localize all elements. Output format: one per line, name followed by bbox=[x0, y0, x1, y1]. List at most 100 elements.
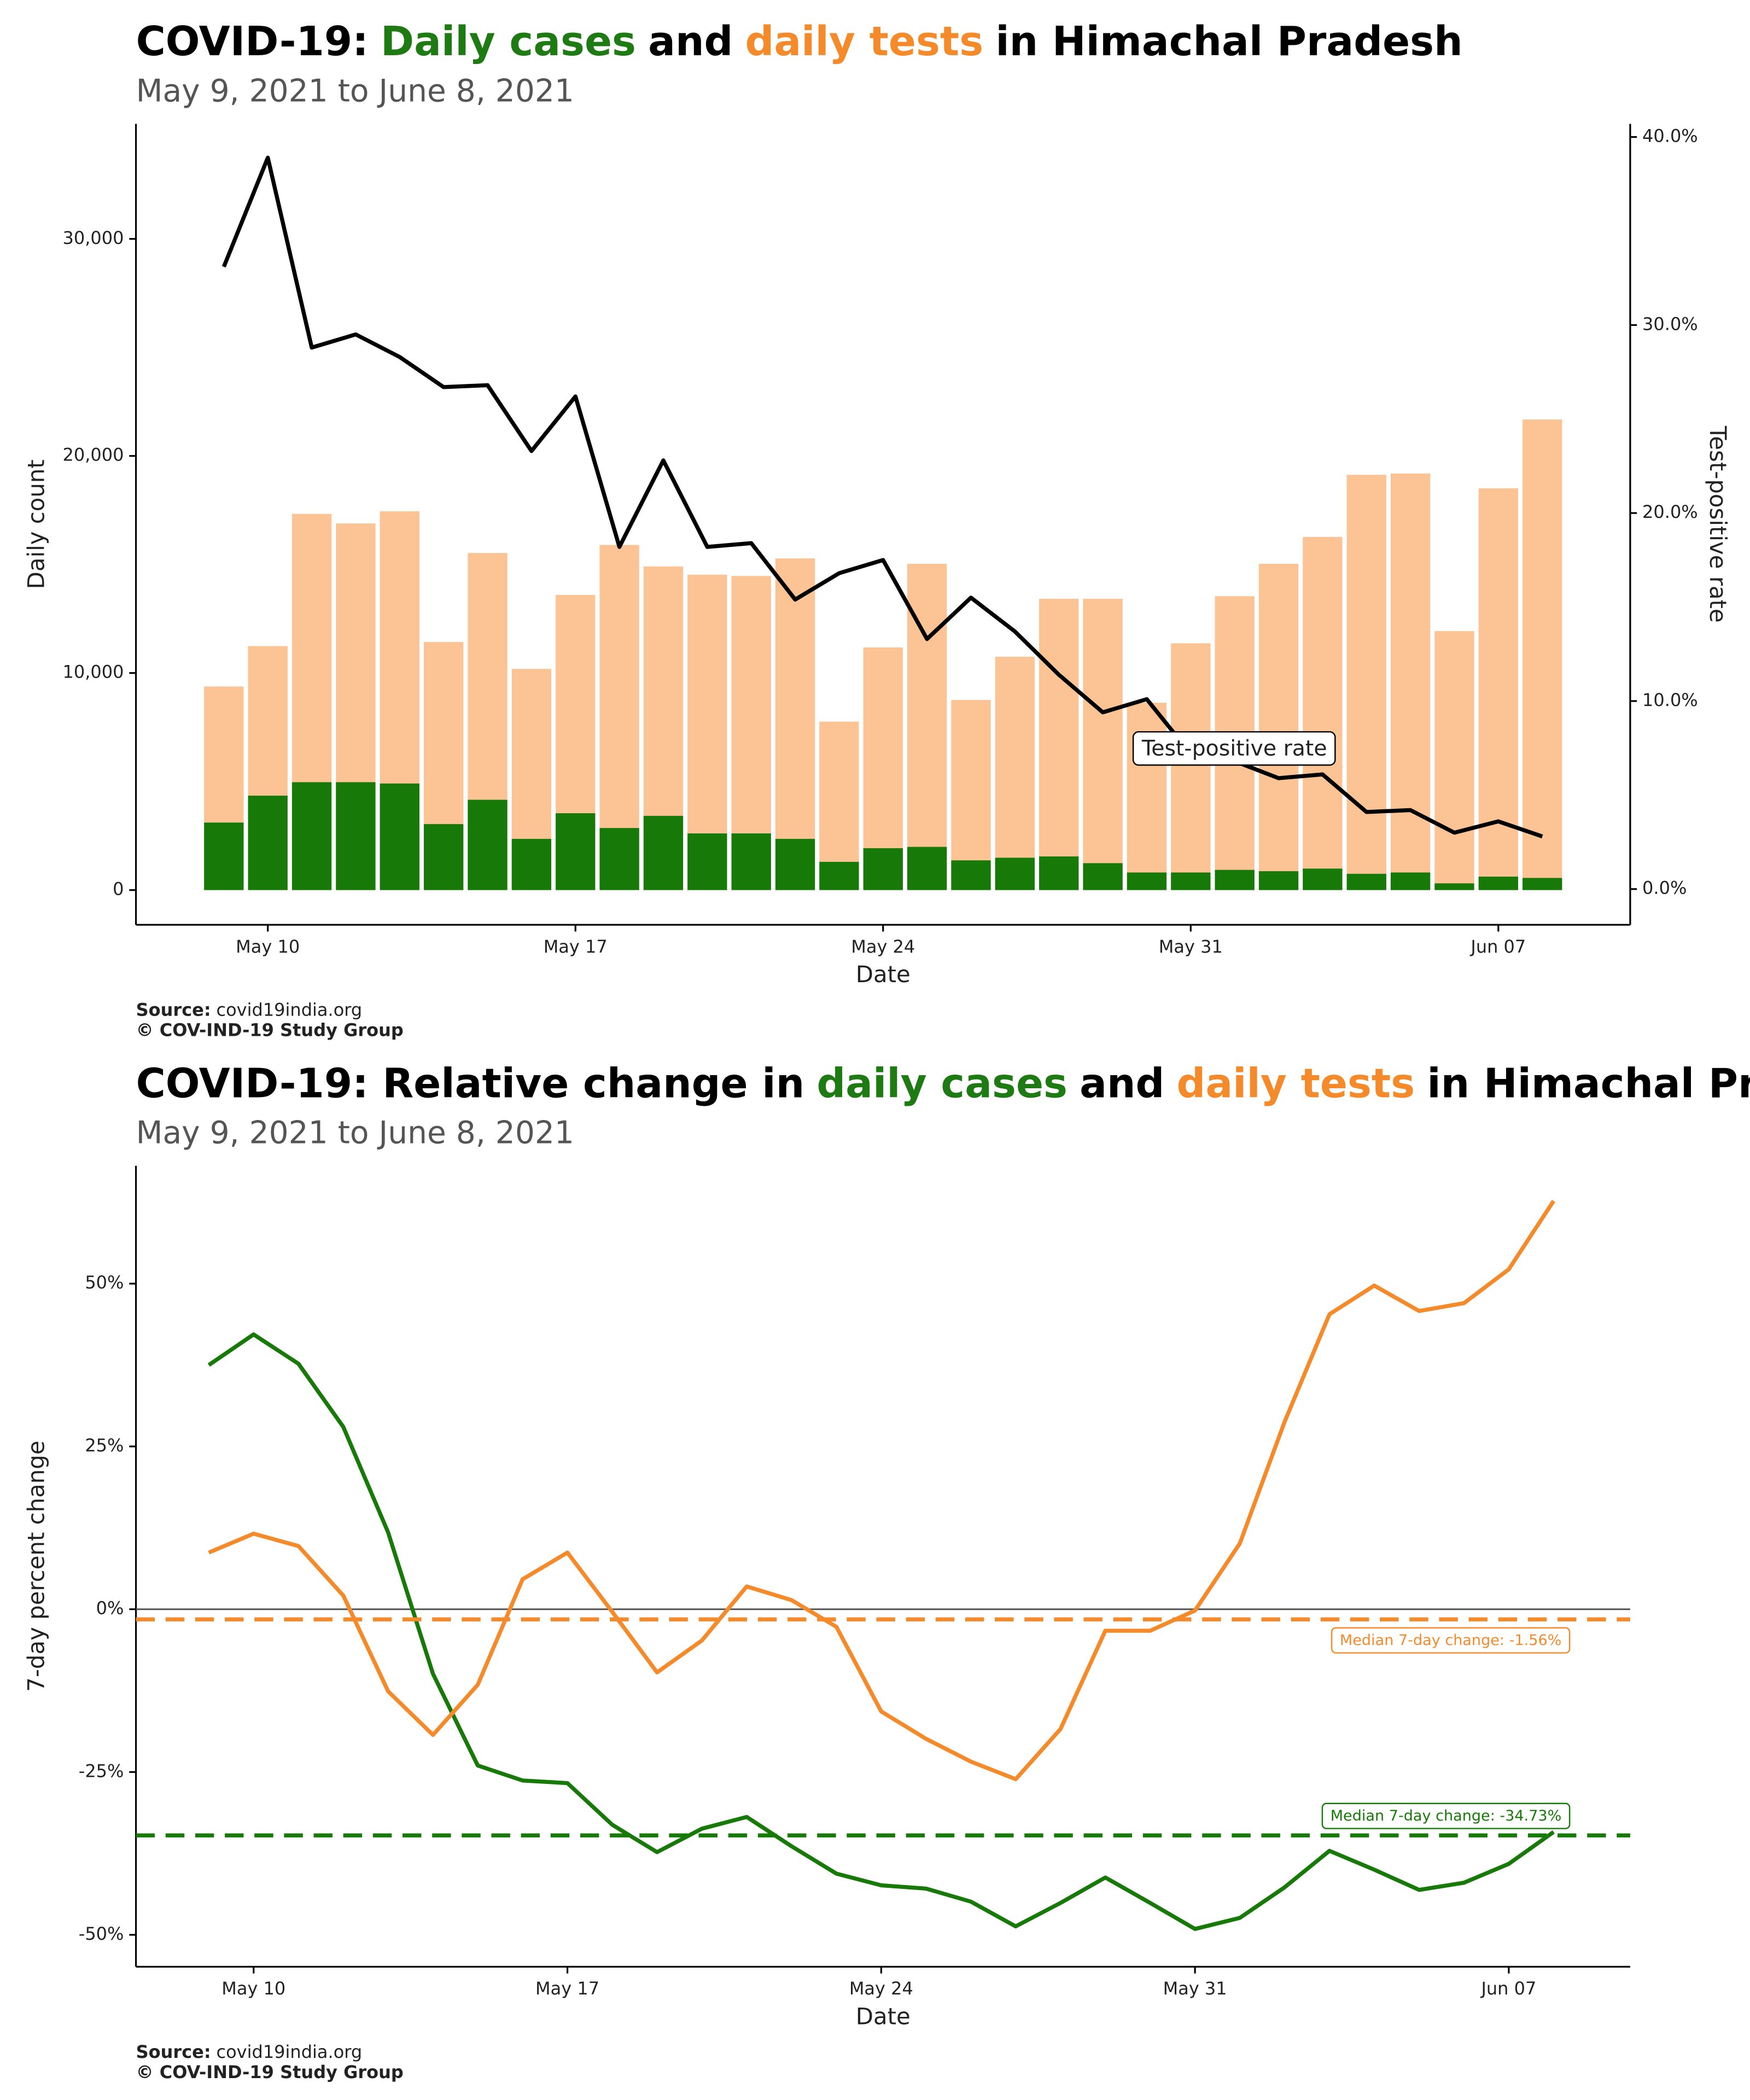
x-tick-label: Jun 07 bbox=[1469, 936, 1526, 957]
y2-tick-label: 0.0% bbox=[1642, 878, 1687, 899]
bar bbox=[687, 833, 727, 890]
x-tick-label: May 24 bbox=[851, 936, 915, 957]
title-part: Daily cases bbox=[381, 18, 636, 65]
bar bbox=[995, 656, 1035, 890]
x-tick-label: May 24 bbox=[849, 1978, 913, 1999]
bar bbox=[907, 847, 947, 890]
bar bbox=[995, 858, 1035, 890]
copyright: © COV-IND-19 Study Group bbox=[136, 1020, 404, 1041]
y2-axis-label: Test-positive rate bbox=[1705, 425, 1731, 623]
y-tick-label: -50% bbox=[79, 1923, 124, 1944]
bar bbox=[863, 848, 903, 890]
bar bbox=[1083, 863, 1123, 890]
bar bbox=[204, 822, 244, 890]
median-label-box bbox=[1331, 1627, 1571, 1654]
x-tick-label: May 17 bbox=[544, 936, 608, 957]
bar bbox=[1171, 643, 1211, 890]
line bbox=[221, 155, 1543, 838]
bar bbox=[1258, 871, 1299, 890]
title-part: in Himachal Pradesh bbox=[995, 18, 1462, 65]
chart-subtitle: May 9, 2021 to June 8, 2021 bbox=[136, 1115, 574, 1151]
bar bbox=[1127, 703, 1167, 890]
x-axis-label: Date bbox=[856, 2003, 911, 2029]
bar bbox=[380, 783, 419, 890]
bar bbox=[1434, 631, 1474, 890]
title-part: and bbox=[1080, 1060, 1164, 1107]
bar bbox=[1303, 536, 1343, 890]
y-tick-label: 0 bbox=[113, 879, 124, 900]
title-part: daily tests bbox=[745, 18, 984, 65]
y-tick-label: 10,000 bbox=[62, 662, 124, 682]
y-axis-label: Daily count bbox=[22, 459, 49, 589]
median-label-text: Median 7-day change: -1.56% bbox=[1340, 1632, 1561, 1649]
title-part: daily tests bbox=[1177, 1060, 1415, 1107]
bar bbox=[775, 558, 815, 890]
bar bbox=[1390, 473, 1431, 890]
x-tick-label: May 31 bbox=[1163, 1978, 1227, 1999]
bar bbox=[336, 782, 376, 890]
bar bbox=[951, 860, 991, 890]
median-label-box bbox=[1321, 1802, 1571, 1829]
y2-tick-label: 30.0% bbox=[1642, 313, 1698, 334]
bar bbox=[1127, 872, 1167, 890]
median-label: Median 7-day change: -34.73% bbox=[1321, 1802, 1571, 1829]
y-axis-label: 7-day percent change bbox=[22, 1440, 49, 1691]
bar bbox=[643, 815, 684, 890]
copyright: © COV-IND-19 Study Group bbox=[136, 2062, 404, 2082]
line bbox=[207, 1332, 1555, 1931]
bar bbox=[423, 824, 464, 890]
y-tick-label: 25% bbox=[85, 1435, 124, 1456]
bar bbox=[1039, 598, 1079, 890]
line bbox=[208, 1199, 1555, 1782]
y-tick-label: 0% bbox=[96, 1598, 124, 1619]
source-label: Source: bbox=[136, 2041, 211, 2062]
x-axis-label: Date bbox=[856, 961, 911, 988]
source: Source: covid19india.org bbox=[136, 1000, 363, 1020]
x-tick-label: May 10 bbox=[236, 936, 300, 957]
bar bbox=[468, 800, 508, 890]
title-part: COVID-19: bbox=[136, 18, 369, 65]
bar bbox=[1346, 475, 1386, 890]
y-tick-label: 30,000 bbox=[62, 228, 124, 248]
annotation: Test-positive rate bbox=[1132, 731, 1336, 766]
bar bbox=[1171, 872, 1211, 890]
bar bbox=[1258, 564, 1299, 890]
source-text: covid19india.org bbox=[217, 1000, 363, 1020]
y-tick-label: 50% bbox=[85, 1272, 124, 1293]
title-part: in Himachal Pradesh bbox=[1427, 1060, 1750, 1107]
annotation-text: Test-positive rate bbox=[1141, 736, 1327, 761]
title-part: COVID-19: Relative change in bbox=[136, 1060, 805, 1107]
bar bbox=[248, 795, 288, 890]
chart-title: COVID-19: Daily cases and daily tests in Him… bbox=[136, 18, 1463, 65]
x-tick-label: May 17 bbox=[535, 1978, 599, 1999]
chart-subtitle: May 9, 2021 to June 8, 2021 bbox=[136, 73, 574, 109]
x-tick-label: Jun 07 bbox=[1480, 1978, 1536, 1999]
bar bbox=[1303, 868, 1343, 890]
y-tick-label: 20,000 bbox=[62, 445, 124, 465]
chart-title: COVID-19: Relative change in daily cases a… bbox=[136, 1060, 1750, 1107]
annotation-box bbox=[1132, 731, 1336, 766]
bar bbox=[511, 838, 552, 890]
bar bbox=[291, 782, 332, 890]
y-tick-label: -25% bbox=[79, 1760, 124, 1781]
bar bbox=[1390, 872, 1431, 890]
bar bbox=[819, 861, 859, 890]
bar bbox=[1215, 870, 1255, 890]
bar bbox=[599, 828, 639, 890]
bar bbox=[1522, 419, 1562, 890]
title-part: and bbox=[648, 18, 733, 65]
bar bbox=[951, 699, 991, 890]
x-tick-label: May 10 bbox=[221, 1978, 285, 1999]
bar bbox=[1478, 876, 1518, 890]
source-text: covid19india.org bbox=[217, 2041, 363, 2062]
y2-tick-label: 40.0% bbox=[1642, 126, 1698, 147]
bar bbox=[1522, 878, 1562, 890]
median-label-text: Median 7-day change: -34.73% bbox=[1331, 1807, 1562, 1824]
source-label: Source: bbox=[136, 1000, 211, 1020]
x-tick-label: May 31 bbox=[1159, 936, 1223, 957]
bar bbox=[775, 838, 815, 890]
bar bbox=[556, 813, 596, 890]
bar bbox=[1346, 873, 1386, 890]
source: Source: covid19india.org bbox=[136, 2041, 363, 2062]
